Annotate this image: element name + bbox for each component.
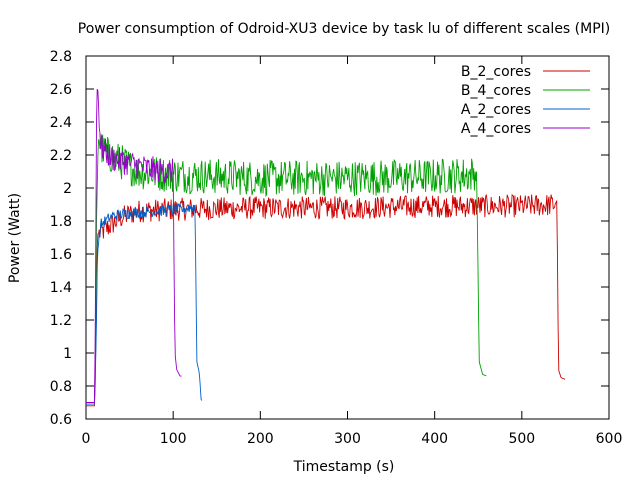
x-tick-label: 200: [247, 431, 274, 447]
legend-label-a-2-cores: A_2_cores: [461, 102, 531, 118]
y-tick-label: 1: [63, 346, 72, 362]
series-lines: [86, 88, 566, 407]
y-tick-label: 1.2: [50, 313, 72, 329]
y-axis-label: Power (Watt): [7, 193, 23, 283]
x-tick-label: 400: [421, 431, 448, 447]
y-tick-label: 2: [63, 181, 72, 197]
legend-label-b-2-cores: B_2_cores: [461, 64, 531, 80]
legend-label-a-4-cores: A_4_cores: [461, 121, 531, 137]
x-tick-label: 300: [334, 431, 361, 447]
y-tick-label: 2.4: [50, 115, 72, 131]
y-tick-label: 1.8: [50, 214, 72, 230]
x-tick-label: 600: [596, 431, 623, 447]
legend: B_2_cores B_4_cores A_2_cores A_4_cores: [461, 64, 590, 137]
y-tick-label: 2.8: [50, 49, 72, 65]
y-tick-label: 1.4: [50, 280, 72, 296]
x-tick-label: 500: [508, 431, 535, 447]
legend-label-b-4-cores: B_4_cores: [461, 83, 531, 99]
series-line-a-2-cores: [86, 202, 203, 405]
y-tick-label: 2.2: [50, 148, 72, 164]
x-tick-label: 0: [82, 431, 91, 447]
x-axis-label: Timestamp (s): [293, 459, 395, 475]
y-tick-label: 1.6: [50, 247, 72, 263]
y-tick-label: 0.6: [50, 412, 72, 428]
y-tick-label: 0.8: [50, 379, 72, 395]
x-tick-label: 100: [160, 431, 187, 447]
series-line-a-4-cores: [86, 88, 182, 403]
y-tick-label: 2.6: [50, 82, 72, 98]
chart-title: Power consumption of Odroid-XU3 device b…: [78, 21, 611, 37]
series-line-b-4-cores: [86, 134, 487, 403]
series-line-b-2-cores: [86, 194, 566, 407]
axis-ticks: 0 100 200 300 400 500 600 0.6 0.8 1 1.2 1.4 1.6 1.8 2 2…: [50, 49, 623, 447]
